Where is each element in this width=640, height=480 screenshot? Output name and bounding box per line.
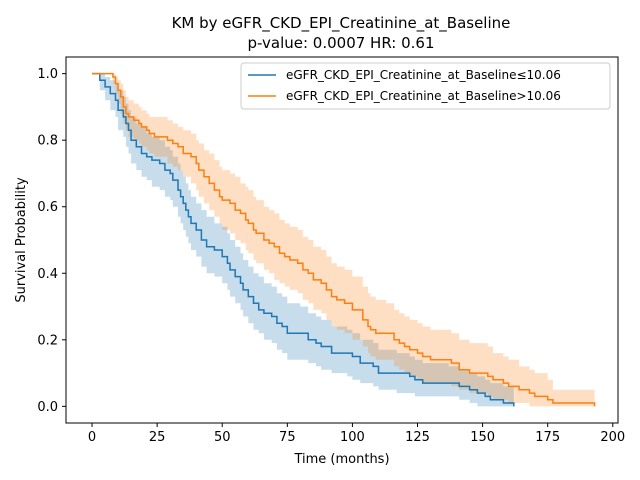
survival-curves (92, 72, 596, 407)
legend: eGFR_CKD_EPI_Creatinine_at_Baseline≤10.0… (240, 62, 611, 110)
legend-label-1: eGFR_CKD_EPI_Creatinine_at_Baseline>10.0… (286, 89, 561, 103)
y-tick-label: 0.2 (37, 333, 58, 348)
legend-label-0: eGFR_CKD_EPI_Creatinine_at_Baseline≤10.0… (286, 68, 561, 82)
legend-frame (240, 62, 611, 110)
x-tick-label: 0 (88, 430, 96, 445)
y-axis-ticks: 0.0 0.2 0.4 0.6 0.8 1.0 (37, 67, 66, 415)
x-axis-label: Time (months) (293, 452, 389, 467)
x-tick-label: 200 (600, 430, 625, 445)
x-tick-label: 125 (405, 430, 430, 445)
survival-curve-0 (92, 72, 515, 407)
plot-area (92, 72, 596, 407)
x-tick-label: 100 (340, 430, 365, 445)
axes-frame (65, 56, 619, 424)
confidence-band-1 (92, 73, 595, 407)
x-tick-label: 150 (470, 430, 495, 445)
chart-subtitle: p-value: 0.0007 HR: 0.61 (247, 34, 434, 52)
y-tick-label: 1.0 (37, 67, 58, 82)
x-axis-ticks: 0 25 50 75 100 125 150 175 200 (88, 423, 625, 445)
x-tick-label: 75 (279, 430, 296, 445)
y-tick-label: 0.0 (37, 400, 58, 415)
y-tick-label: 0.4 (37, 267, 58, 282)
y-axis-label: Survival Probability (14, 177, 29, 303)
y-tick-label: 0.8 (37, 134, 58, 149)
x-tick-label: 25 (149, 430, 166, 445)
survival-curve-1 (92, 72, 596, 407)
x-tick-label: 175 (535, 430, 560, 445)
y-tick-label: 0.6 (37, 200, 58, 215)
chart-title: KM by eGFR_CKD_EPI_Creatinine_at_Baselin… (172, 14, 511, 33)
x-tick-label: 50 (214, 430, 231, 445)
